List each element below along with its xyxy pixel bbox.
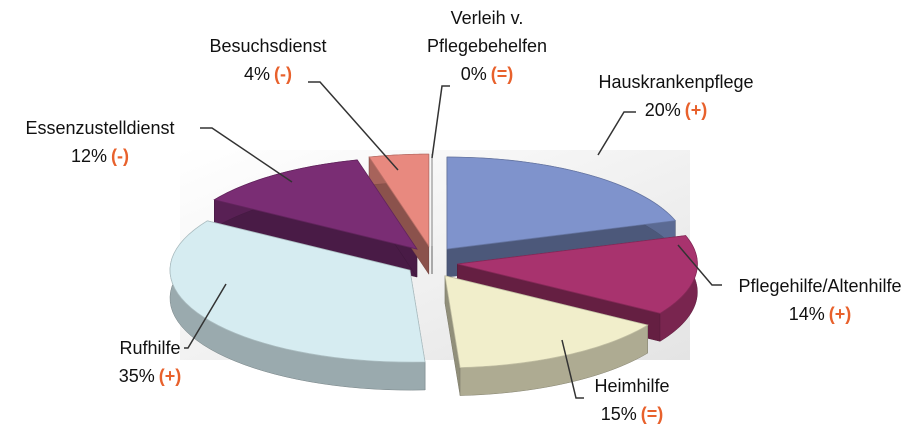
leader-line xyxy=(431,85,450,159)
value-row: 35% (+) xyxy=(119,362,182,390)
leader-line xyxy=(597,111,636,156)
slice xyxy=(368,153,430,248)
value-label: 35% xyxy=(118,366,155,386)
trend-label: (=) xyxy=(490,64,514,84)
value-label: 0% xyxy=(460,64,487,84)
slice xyxy=(169,220,426,363)
value-label: 20% xyxy=(644,100,681,120)
slice-label: Pflegehilfe/Altenhilfe 14% (+) xyxy=(738,272,901,328)
trend-label: (+) xyxy=(828,304,852,324)
slice-label: Verleih v. Pflegebehelfen 0% (=) xyxy=(412,4,562,88)
category-name: Heimhilfe xyxy=(594,376,670,396)
value-row: 20% (+) xyxy=(598,96,753,124)
slice-label: Besuchsdienst 4% (-) xyxy=(209,32,326,88)
value-row: 4% (-) xyxy=(209,60,326,88)
trend-label: (-) xyxy=(111,146,129,166)
trend-label: (+) xyxy=(158,366,182,386)
value-row: 14% (+) xyxy=(738,300,901,328)
category-name: Rufhilfe xyxy=(119,338,181,358)
category-name: Hauskrankenpflege xyxy=(598,72,754,92)
slice-label: Hauskrankenpflege 20% (+) xyxy=(598,68,753,124)
leader-line xyxy=(561,339,584,399)
value-row: 12% (-) xyxy=(25,142,174,170)
leader-line xyxy=(308,81,399,171)
slice-tops xyxy=(169,153,698,368)
value-row: 0% (=) xyxy=(412,60,562,88)
slice-label: Rufhilfe 35% (+) xyxy=(119,334,182,390)
trend-label: (=) xyxy=(640,404,664,424)
category-name: Essenzustelldienst xyxy=(25,118,175,138)
category-name: Besuchsdienst xyxy=(209,36,327,56)
category-name: Pflegehilfe/Altenhilfe xyxy=(738,276,902,296)
value-label: 4% xyxy=(243,64,271,84)
slice xyxy=(446,156,677,250)
category-name: Verleih v. Pflegebehelfen xyxy=(426,8,548,56)
trend-label: (-) xyxy=(274,64,292,84)
slice xyxy=(457,235,698,314)
value-label: 12% xyxy=(70,146,108,166)
leader-line xyxy=(200,127,293,183)
leader-line xyxy=(677,244,722,286)
trend-label: (+) xyxy=(684,100,708,120)
slice xyxy=(213,159,418,250)
value-row: 15% (=) xyxy=(594,400,669,428)
value-label: 14% xyxy=(788,304,825,324)
slice-label: Heimhilfe 15% (=) xyxy=(594,372,669,428)
value-label: 15% xyxy=(600,404,637,424)
slice-label: Essenzustelldienst 12% (-) xyxy=(25,114,174,170)
slice xyxy=(444,275,649,368)
leader-line xyxy=(184,283,227,349)
